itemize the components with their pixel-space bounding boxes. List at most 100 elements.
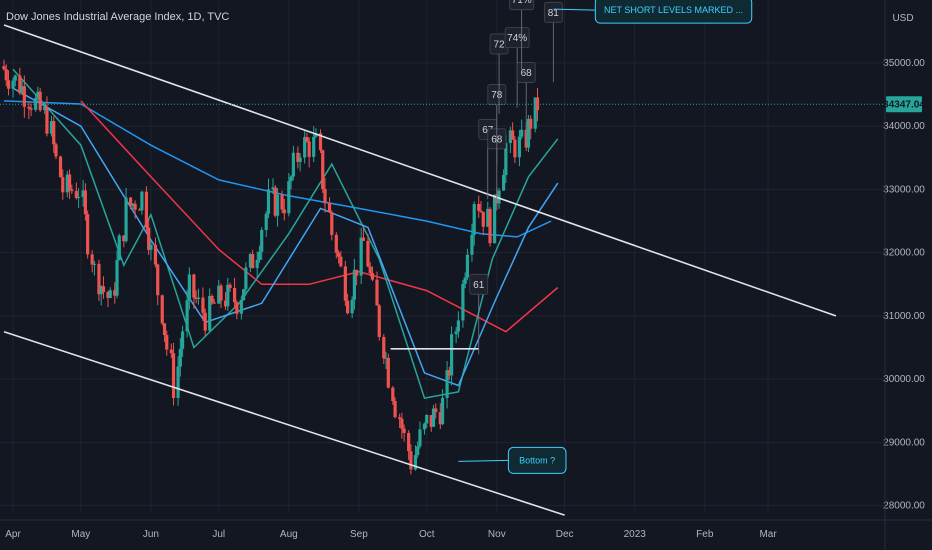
last-price-tag: 34347.04 (883, 96, 925, 113)
candle-body (106, 292, 110, 298)
candle-body (355, 269, 359, 276)
candle-body (398, 417, 402, 419)
candle-body (187, 274, 191, 301)
trendline (3, 24, 837, 317)
candle-body (266, 189, 271, 214)
candle-body (370, 273, 375, 280)
annotation-text: NET SHORT LEVELS MARKED ... (604, 5, 743, 15)
candle-body (386, 357, 390, 388)
candle-body (29, 108, 33, 110)
level-tag-label: 61 (473, 280, 485, 291)
level-tag-box (469, 273, 489, 295)
candle-body (128, 197, 133, 207)
candle-body (273, 187, 277, 216)
level-tag-label: 81 (548, 8, 560, 19)
candle-body (336, 252, 341, 257)
candle-body (334, 234, 338, 253)
candle-body (22, 86, 26, 107)
candle-body (242, 289, 246, 301)
candle-body (477, 204, 481, 211)
level-tag-box (543, 1, 563, 23)
candle-body (251, 254, 255, 269)
annotation-box (507, 446, 567, 474)
candle-body (248, 254, 253, 268)
candle-body (58, 156, 63, 178)
candle-body (45, 106, 49, 134)
candle-body (440, 397, 445, 425)
level-tag-box (504, 27, 530, 49)
candle-body (368, 266, 372, 274)
candle-body (131, 203, 135, 207)
y-tick-label: 33000.00 (883, 184, 925, 195)
candle-body (76, 196, 81, 199)
candle-body (454, 331, 458, 335)
candle-body (194, 297, 198, 299)
candle-body (108, 290, 112, 298)
candle-body (321, 150, 325, 189)
candle-body (382, 336, 386, 359)
x-tick-label: Apr (5, 529, 21, 540)
moving-averages (3, 68, 559, 399)
candle-body (508, 130, 512, 144)
y-tick-label: 34000.00 (883, 121, 925, 132)
candle-body (6, 80, 11, 89)
candle-body (497, 190, 501, 204)
y-tick-label: 30000.00 (883, 374, 925, 385)
candle-body (11, 80, 15, 89)
candle-body (255, 259, 259, 269)
level-tag-label: 72 (494, 39, 506, 50)
candle-body (133, 203, 137, 210)
candle-body (305, 137, 309, 142)
candle-body (97, 263, 101, 295)
candle-body (513, 139, 517, 158)
candle-body (504, 143, 508, 175)
x-tick-label: 2023 (624, 529, 647, 540)
candle-body (38, 91, 42, 111)
candle-body (318, 133, 323, 151)
candle-body (416, 446, 420, 456)
candle-body (407, 432, 411, 452)
candle-body (147, 227, 151, 250)
candle-body (343, 266, 347, 301)
candle-body (501, 174, 506, 191)
candle-body (463, 277, 467, 284)
candle-body (425, 414, 429, 424)
x-tick-label: Jun (143, 529, 159, 540)
candle-body (289, 176, 293, 182)
x-axis: Apr May Jun Jul Aug Sep Oct Nov Dec 2023 Feb Mar (0, 519, 932, 540)
candle-body (434, 408, 438, 413)
candle-body (449, 334, 454, 376)
candle-body (113, 290, 117, 296)
annotation-box (594, 0, 753, 24)
candle-body (138, 209, 142, 211)
candle-body (303, 137, 307, 158)
candle-body (418, 429, 422, 447)
candle-body (192, 274, 196, 298)
candle-body (239, 300, 243, 314)
candle-body (65, 174, 69, 193)
candle-body (291, 152, 295, 177)
candle-body (171, 353, 176, 398)
candle-body (352, 269, 356, 300)
candle-body (217, 285, 221, 304)
candle-body (117, 235, 121, 261)
x-tick-label: Aug (280, 529, 298, 540)
candle-body (13, 75, 17, 81)
candle-body (149, 244, 153, 250)
candle-body (366, 240, 370, 267)
candle-body (180, 331, 185, 349)
y-tick-label: 29000.00 (883, 437, 925, 448)
y-tick-label: 32000.00 (883, 248, 925, 259)
candle-body (115, 260, 119, 296)
candle-body (20, 86, 24, 94)
candle-body (124, 197, 128, 242)
candle-body (92, 263, 97, 265)
candle-body (339, 256, 343, 267)
currency-label: USD (892, 13, 913, 24)
x-tick-label: Jul (212, 529, 225, 540)
candle-body (431, 408, 436, 427)
candle-body (54, 144, 58, 157)
candle-body (520, 129, 524, 137)
candle-body (219, 285, 223, 301)
